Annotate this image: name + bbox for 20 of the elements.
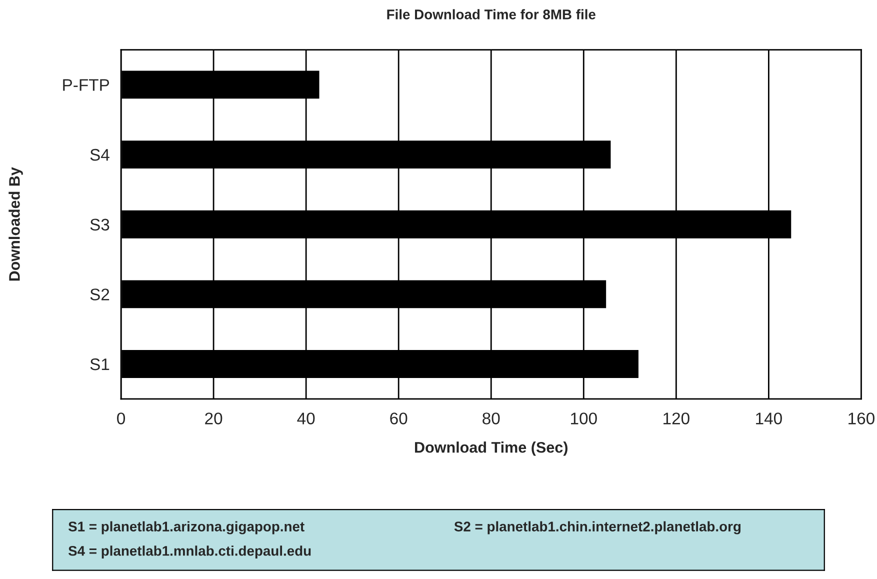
x-tick-label: 120 bbox=[664, 412, 690, 424]
y-axis-title: Downloaded By bbox=[8, 167, 23, 281]
y-tick-label: P-FTP bbox=[63, 79, 110, 91]
text: S1 = planetlab1.arizona.gigapop.net bbox=[68, 521, 304, 534]
x-tick-label: 80 bbox=[482, 412, 500, 424]
text: S2 = planetlab1.chin.internet2.planetlab.org bbox=[454, 521, 740, 534]
y-tick-label: S2 bbox=[90, 288, 110, 300]
y-tick-label: S4 bbox=[90, 148, 110, 161]
x-tick-label: 40 bbox=[297, 412, 315, 424]
x-tick-label: 160 bbox=[848, 412, 874, 424]
y-tick-label: S1 bbox=[90, 358, 110, 370]
x-tick-label: 20 bbox=[205, 412, 222, 424]
x-tick-label: 60 bbox=[390, 412, 408, 424]
x-tick-label: 0 bbox=[117, 412, 126, 424]
y-tick-label: S3 bbox=[90, 218, 110, 231]
x-axis-title: Download Time (Sec) bbox=[415, 442, 568, 456]
text: S4 = planetlab1.mnlab.cti.depaul.edu bbox=[68, 546, 311, 559]
x-tick-label: 140 bbox=[756, 412, 782, 424]
x-tick-label: 100 bbox=[571, 412, 597, 424]
chart-title: File Download Time for 8MB file bbox=[387, 9, 596, 20]
